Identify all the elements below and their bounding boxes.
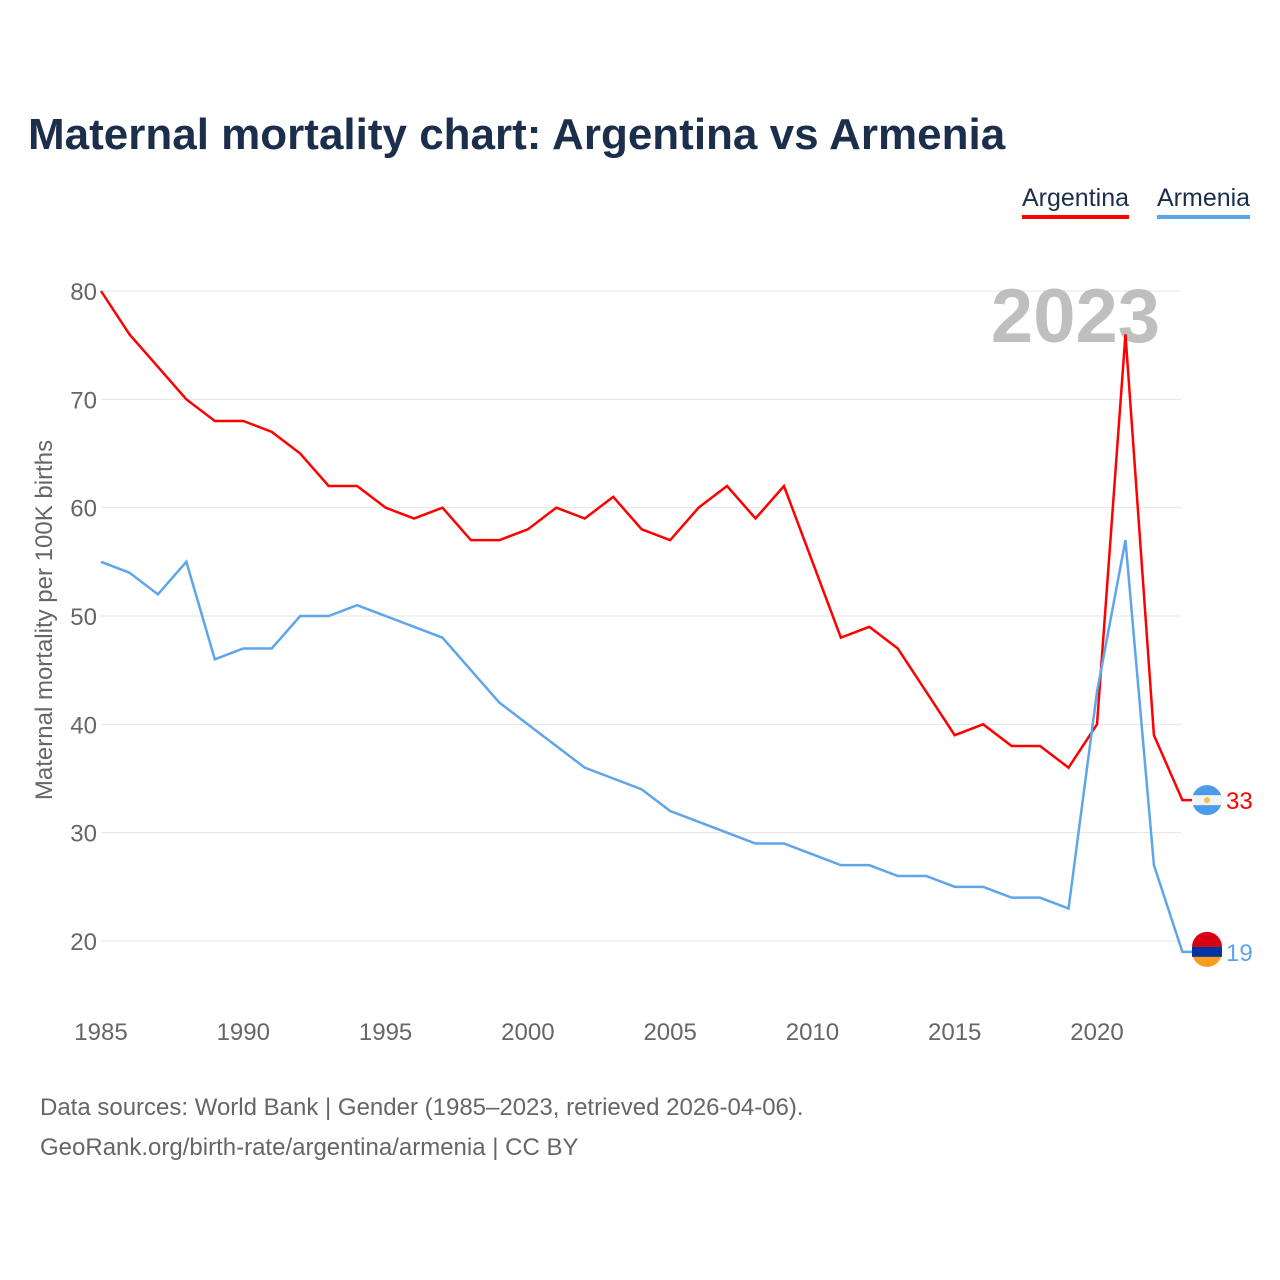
x-tick-label: 2020	[1070, 1019, 1123, 1046]
chart-title: Maternal mortality chart: Argentina vs A…	[28, 110, 1006, 159]
source-line-1: Data sources: World Bank | Gender (1985–…	[40, 1094, 804, 1121]
y-tick-label: 30	[70, 821, 97, 848]
y-tick-label: 50	[70, 604, 97, 631]
x-tick-label: 2000	[501, 1019, 554, 1046]
flag-sun	[1204, 797, 1210, 804]
source-line-2[interactable]: GeoRank.org/birth-rate/argentina/armenia…	[40, 1134, 579, 1161]
y-tick-label: 40	[70, 712, 97, 739]
flag-stripe	[1192, 946, 1222, 957]
source-note: Data sources: World Bank | Gender (1985–…	[40, 1088, 804, 1168]
end-value-label: 19	[1226, 940, 1253, 967]
year-watermark: 2023	[991, 274, 1160, 359]
x-tick-label: 1995	[359, 1019, 412, 1046]
x-tick-label: 1990	[217, 1019, 270, 1046]
flag-stripe	[1192, 931, 1222, 947]
x-tick-label: 2010	[786, 1019, 839, 1046]
y-tick-label: 80	[70, 279, 97, 306]
y-tick-label: 20	[70, 929, 97, 956]
x-tick-label: 2015	[928, 1019, 981, 1046]
legend-armenia[interactable]: Armenia	[1157, 184, 1251, 219]
y-tick-label: 70	[70, 387, 97, 414]
series-line-armenia	[100, 539, 1193, 954]
series-line-argentina	[99, 290, 1193, 802]
legend-argentina[interactable]: Argentina	[1022, 184, 1130, 219]
x-tick-label: 2005	[643, 1019, 696, 1046]
y-tick-label: 60	[70, 496, 97, 523]
y-axis-label: Maternal mortality per 100K births	[31, 440, 58, 800]
x-tick-label: 1985	[74, 1019, 127, 1046]
end-value-label: 33	[1226, 788, 1253, 815]
